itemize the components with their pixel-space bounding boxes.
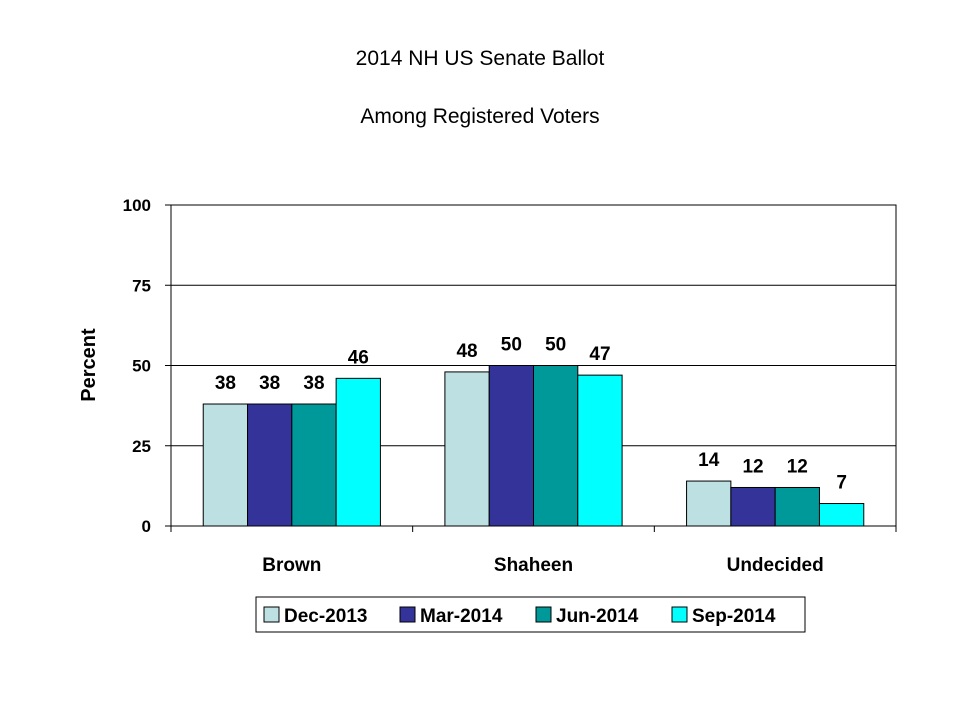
bar-value-label: 46 [348,347,369,368]
y-tick-label: 100 [123,196,151,215]
y-tick-label: 50 [132,357,151,376]
bar-value-label: 12 [742,456,763,477]
bar-value-label: 50 [501,335,522,356]
x-category-label: Shaheen [494,555,573,576]
bar [488,365,535,527]
bar [730,486,776,527]
x-category-label: Undecided [727,555,824,576]
y-tick-label: 0 [142,517,151,536]
y-tick-label: 75 [132,276,151,295]
bar [335,377,381,527]
bar-value-label: 38 [215,373,236,394]
legend-label: Dec-2013 [284,606,367,627]
y-axis-label: Percent [78,328,100,402]
bar [686,480,732,527]
legend: Dec-2013 Mar-2014 Jun-2014 Sep-2014 [255,596,806,633]
bar-value-label: 7 [836,473,847,494]
bar-value-label: 12 [787,456,808,477]
y-tick-label: 25 [132,437,151,456]
legend-swatch [399,606,416,623]
bar-value-label: 47 [589,344,610,365]
legend-swatch [263,606,280,623]
bars [202,365,865,527]
bar [818,503,865,527]
bar-value-label: 38 [259,373,280,394]
legend-box [255,596,806,633]
bar [774,486,820,527]
data-labels: 38 48 14 38 50 12 38 50 12 46 47 7 [215,335,847,494]
bar [247,403,293,527]
chart-subtitle: Among Registered Voters [360,105,600,128]
bar [202,403,249,527]
axes: 0 25 50 75 100 Brown Shaheen Undecided [123,196,897,576]
legend-swatch [671,606,688,623]
chart-title: 2014 NH US Senate Ballot [355,47,605,70]
legend-label: Sep-2014 [692,606,776,627]
bar [291,403,337,527]
legend-swatch [535,606,552,623]
bar-value-label: 50 [545,335,566,356]
bar [577,374,623,527]
bar [444,371,490,527]
legend-label: Mar-2014 [420,606,503,627]
bar [533,365,579,527]
bar-value-label: 38 [303,373,324,394]
legend-label: Jun-2014 [556,606,639,627]
x-category-label: Brown [262,555,321,576]
bar-value-label: 48 [456,341,477,362]
bar-value-label: 14 [698,450,720,471]
